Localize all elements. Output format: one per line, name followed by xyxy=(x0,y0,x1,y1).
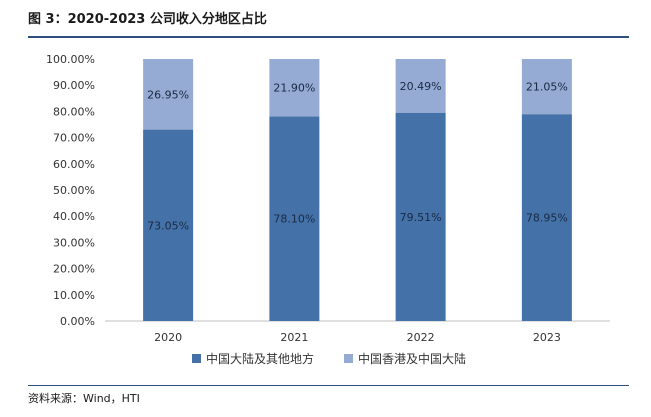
bar-segment xyxy=(269,59,320,117)
data-label: 78.10% xyxy=(273,213,315,226)
y-tick-label: 40.00% xyxy=(53,210,95,223)
data-label: 21.05% xyxy=(526,81,568,94)
y-tick-label: 90.00% xyxy=(53,79,95,92)
x-tick-label: 2020 xyxy=(154,331,182,344)
legend-swatch xyxy=(192,354,201,363)
legend-label: 中国香港及中国大陆 xyxy=(358,351,466,366)
y-tick-label: 0.00% xyxy=(60,315,95,328)
data-label: 21.90% xyxy=(273,82,315,95)
bar-segment xyxy=(143,59,194,130)
title-rule xyxy=(28,36,629,38)
y-tick-label: 70.00% xyxy=(53,132,95,145)
data-label: 79.51% xyxy=(400,211,442,224)
bar-segment xyxy=(395,112,446,321)
figure-title: 图 3：2020-2023 公司收入分地区占比 xyxy=(28,12,267,27)
data-label: 73.05% xyxy=(147,219,189,232)
source-rule xyxy=(28,385,629,386)
y-tick-label: 50.00% xyxy=(53,184,95,197)
data-label: 78.95% xyxy=(526,212,568,225)
x-tick-label: 2022 xyxy=(407,331,435,344)
y-tick-label: 10.00% xyxy=(53,289,95,302)
bar-segment xyxy=(269,116,320,322)
data-label: 26.95% xyxy=(147,88,189,101)
y-tick-label: 30.00% xyxy=(53,236,95,249)
y-tick-label: 80.00% xyxy=(53,105,95,118)
legend-swatch xyxy=(344,354,353,363)
bar-segment xyxy=(521,59,572,115)
y-tick-label: 60.00% xyxy=(53,158,95,171)
y-tick-label: 100.00% xyxy=(46,53,95,66)
legend-label: 中国大陆及其他地方 xyxy=(206,351,314,366)
y-tick-label: 20.00% xyxy=(53,263,95,276)
bar-segment xyxy=(395,59,446,113)
bar-segment xyxy=(143,129,194,321)
x-tick-label: 2021 xyxy=(280,331,308,344)
bar-segment xyxy=(521,114,572,321)
x-tick-label: 2023 xyxy=(533,331,561,344)
source-note: 资料来源：Wind，HTI xyxy=(28,392,140,405)
data-label: 20.49% xyxy=(400,80,442,93)
